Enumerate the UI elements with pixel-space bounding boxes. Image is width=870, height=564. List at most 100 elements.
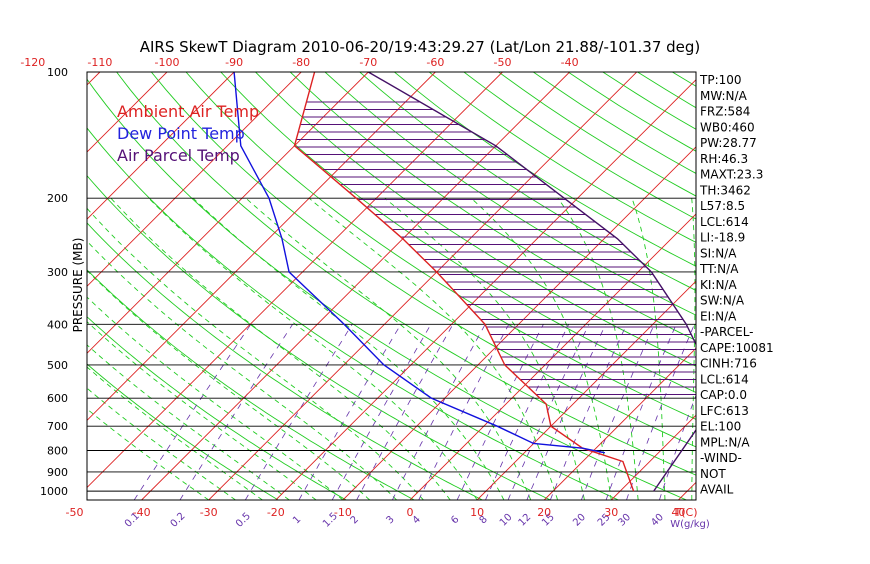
- y-tick-label: 300: [47, 266, 68, 279]
- mixing-ratio-line: [299, 324, 401, 500]
- x-top-tick-label: -40: [561, 56, 579, 69]
- stat-line: RH:46.3: [700, 152, 748, 166]
- moist-adiabat-line: [0, 198, 235, 500]
- stat-line: TP:100: [699, 73, 742, 87]
- stat-line: LFC:613: [700, 404, 749, 418]
- dry-adiabat-line: [464, 72, 870, 500]
- dry-adiabat-line: [811, 72, 870, 500]
- mixing-ratio-tick-label: 12: [517, 512, 534, 529]
- stat-line: CINH:716: [700, 357, 757, 371]
- x-top-tick-label: -50: [494, 56, 512, 69]
- x-top-tick-label: -80: [292, 56, 310, 69]
- stat-line: MAXT:23.3: [700, 168, 763, 182]
- stat-line: AVAIL: [700, 483, 734, 497]
- y-tick-label: 600: [47, 392, 68, 405]
- x-top-tick-label: -100: [155, 56, 180, 69]
- stat-line: SW:N/A: [700, 294, 745, 308]
- stat-line: CAPE:10081: [700, 341, 774, 355]
- mixing-ratio-line: [581, 324, 654, 500]
- stat-line: LI:-18.9: [700, 231, 745, 245]
- mixing-ratio-line: [332, 324, 431, 500]
- y-tick-label: 800: [47, 445, 68, 458]
- x-top-tick-label: -90: [225, 56, 243, 69]
- dry-adiabat-line: [256, 72, 870, 500]
- moist-adiabat-line: [111, 198, 450, 500]
- x-top-tick-label: -70: [359, 56, 377, 69]
- y-tick-label: 500: [47, 359, 68, 372]
- isotherm-line: [0, 72, 33, 500]
- x-top-tick-label: -60: [426, 56, 444, 69]
- isotherm-line: [746, 72, 870, 500]
- y-tick-label: 400: [47, 318, 68, 331]
- mixing-ratio-tick-label: 0.2: [169, 511, 188, 530]
- stat-line: LCL:614: [700, 215, 749, 229]
- mixing-ratio-tick-label: 30: [616, 512, 633, 529]
- x-tick-label: -50: [66, 506, 84, 519]
- mixing-ratio-tick-label: 8: [478, 514, 490, 526]
- mixing-ratio-line: [527, 324, 606, 500]
- mixing-ratio-tick-label: 2: [349, 514, 361, 526]
- dry-adiabat-line: [429, 72, 870, 500]
- legend-entry: Ambient Air Temp: [117, 102, 259, 121]
- x-top-tick-label: -120: [20, 56, 45, 69]
- legend-entry: Dew Point Temp: [117, 124, 245, 143]
- isotherm-line: [209, 72, 637, 500]
- moist-adiabat-line: [0, 198, 262, 500]
- stat-line: -WIND-: [700, 451, 742, 465]
- stat-line: MPL:N/A: [700, 435, 750, 449]
- y-tick-label: 1000: [40, 485, 68, 498]
- mixing-ratio-tick-label: 6: [449, 514, 461, 526]
- y-tick-label: 100: [47, 66, 68, 79]
- stat-line: CAP:0.0: [700, 388, 747, 402]
- mixing-ratio-line: [245, 324, 352, 500]
- dry-adiabat-line: [777, 72, 870, 500]
- isotherm-line: [813, 72, 870, 500]
- mixing-ratio-unit-label: W(g/kg): [670, 519, 710, 530]
- dry-adiabat-line: [742, 72, 870, 500]
- stat-line: EI:N/A: [700, 309, 737, 323]
- x-tick-label: -30: [200, 506, 218, 519]
- mixing-ratio-line: [392, 324, 485, 500]
- moist-adiabat-line: [193, 198, 504, 500]
- stat-line: WB0:460: [700, 120, 755, 134]
- isotherm-line: [477, 72, 870, 500]
- stat-line: KI:N/A: [700, 278, 737, 292]
- legend: Ambient Air Temp Dew Point Temp Air Parcel…: [117, 102, 259, 165]
- isotherm-line: [410, 72, 838, 500]
- isotherm-line: [276, 72, 704, 500]
- mixing-ratio-line: [357, 324, 453, 500]
- dry-adiabat-line: [221, 72, 870, 500]
- stat-line: TT:N/A: [699, 262, 739, 276]
- x-axis-unit-label: T(C): [674, 506, 698, 519]
- mixing-ratio-tick-label: 4: [411, 514, 423, 526]
- stat-line: L57:8.5: [700, 199, 745, 213]
- mixing-ratio-tick-label: 1: [291, 514, 303, 526]
- mixing-ratio-tick-label: 0.5: [234, 511, 253, 530]
- stat-line: FRZ:584: [700, 105, 750, 119]
- stat-line: MW:N/A: [700, 89, 748, 103]
- legend-entry: Air Parcel Temp: [117, 146, 240, 165]
- dry-adiabat-line: [846, 72, 870, 500]
- y-tick-label: 900: [47, 466, 68, 479]
- stat-line: PW:28.77: [700, 136, 757, 150]
- y-tick-label: 700: [47, 420, 68, 433]
- dry-adiabat-line: [290, 72, 870, 500]
- mixing-ratio-tick-label: 3: [384, 514, 396, 526]
- chart-title: AIRS SkewT Diagram 2010-06-20/19:43:29.2…: [140, 38, 701, 56]
- x-top-tick-label: -110: [87, 56, 112, 69]
- x-tick-label: -20: [267, 506, 285, 519]
- mixing-ratio-tick-label: 10: [498, 512, 515, 529]
- moist-adiabat-line: [0, 198, 289, 500]
- mixing-ratio-tick-label: 40: [649, 512, 666, 529]
- dry-adiabat-line: [360, 72, 870, 500]
- y-tick-label: 200: [47, 192, 68, 205]
- stat-line: NOT: [700, 467, 726, 481]
- moist-adiabat-line: [49, 198, 397, 500]
- dewpoint-profile-line: [234, 72, 605, 453]
- y-axis-label: PRESSURE (MB): [71, 238, 85, 333]
- mixing-ratio-line: [457, 324, 543, 500]
- stat-line: SI:N/A: [700, 246, 737, 260]
- stat-line: TH:3462: [699, 183, 751, 197]
